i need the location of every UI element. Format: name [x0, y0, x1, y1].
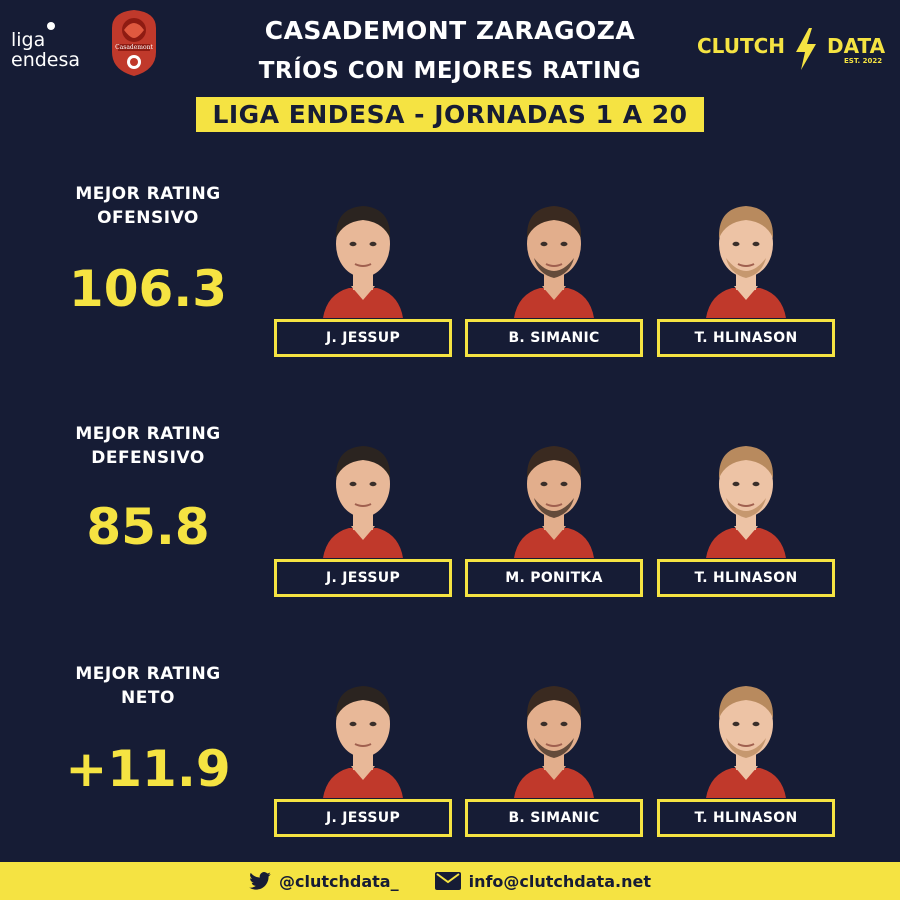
player-name: J. JESSUP: [274, 559, 452, 597]
player-photo: [313, 428, 413, 558]
rating-label-line2: NETO: [121, 688, 175, 708]
rating-label: MEJOR RATING DEFENSIVO: [48, 422, 248, 470]
rating-label-line1: MEJOR RATING: [75, 184, 221, 204]
player-name: T. HLINASON: [657, 319, 835, 357]
player-name: B. SIMANIC: [465, 319, 643, 357]
page-title: CASADEMONT ZARAGOZA: [264, 16, 636, 45]
player-name: T. HLINASON: [657, 799, 835, 837]
player-photo: [696, 428, 796, 558]
player-photo: [313, 188, 413, 318]
player-photo: [696, 188, 796, 318]
player-name: M. PONITKA: [465, 559, 643, 597]
lightning-icon: [796, 28, 816, 70]
player-photo: [504, 668, 604, 798]
player-card: T. HLINASON: [657, 668, 835, 838]
rating-value: 106.3: [68, 260, 228, 318]
player-name: J. JESSUP: [274, 319, 452, 357]
rating-label-line1: MEJOR RATING: [75, 424, 221, 444]
brand-data-text: DATA: [827, 34, 886, 58]
player-card: T. HLINASON: [657, 188, 835, 358]
page-subtitle: TRÍOS CON MEJORES RATING: [258, 58, 642, 84]
rating-label: MEJOR RATING OFENSIVO: [48, 182, 248, 230]
player-name: J. JESSUP: [274, 799, 452, 837]
rating-label-line1: MEJOR RATING: [75, 664, 221, 684]
brand-clutch-text: CLUTCH: [697, 34, 786, 58]
player-card: B. SIMANIC: [465, 668, 643, 838]
footer-bar: @clutchdata_ info@clutchdata.net: [0, 862, 900, 900]
player-card: J. JESSUP: [274, 188, 452, 358]
rating-block: MEJOR RATING DEFENSIVO 85.8 J. JESSUP M. PON…: [0, 420, 900, 610]
clutch-data-logo: CLUTCH DATA EST. 2022: [697, 28, 887, 70]
player-photo: [696, 668, 796, 798]
email-contact[interactable]: info@clutchdata.net: [434, 871, 651, 891]
player-photo: [504, 428, 604, 558]
player-card: M. PONITKA: [465, 428, 643, 598]
rating-value: 85.8: [86, 498, 210, 556]
twitter-handle: @clutchdata_: [279, 871, 399, 891]
player-name: B. SIMANIC: [465, 799, 643, 837]
team-crest-text: Casademont: [115, 44, 153, 51]
rating-block: MEJOR RATING NETO +11.9 J. JESSUP B. SIMANIC…: [0, 660, 900, 850]
player-card: J. JESSUP: [274, 428, 452, 598]
player-card: T. HLINASON: [657, 428, 835, 598]
rating-label-line2: DEFENSIVO: [91, 448, 205, 468]
rating-label: MEJOR RATING NETO: [48, 662, 248, 710]
liga-endesa-logo: liga endesa: [11, 22, 91, 71]
brand-est-text: EST. 2022: [844, 57, 883, 65]
email-address: info@clutchdata.net: [468, 871, 651, 891]
player-photo: [504, 188, 604, 318]
player-card: J. JESSUP: [274, 668, 452, 838]
logo-dot: [47, 22, 55, 30]
rating-value: +11.9: [65, 740, 231, 798]
rating-block: MEJOR RATING OFENSIVO 106.3 J. JESSUP B. SIM…: [0, 180, 900, 370]
player-card: B. SIMANIC: [465, 188, 643, 358]
league-banner: LIGA ENDESA - JORNADAS 1 A 20: [196, 97, 704, 132]
envelope-icon: [434, 872, 461, 890]
twitter-contact[interactable]: @clutchdata_: [249, 872, 399, 891]
logo-liga-text: liga: [11, 29, 46, 51]
player-photo: [313, 668, 413, 798]
logo-endesa-text: endesa: [11, 49, 81, 71]
player-name: T. HLINASON: [657, 559, 835, 597]
twitter-bird-icon: [249, 872, 271, 890]
team-crest-logo: Casademont: [108, 8, 160, 78]
rating-label-line2: OFENSIVO: [97, 208, 199, 228]
